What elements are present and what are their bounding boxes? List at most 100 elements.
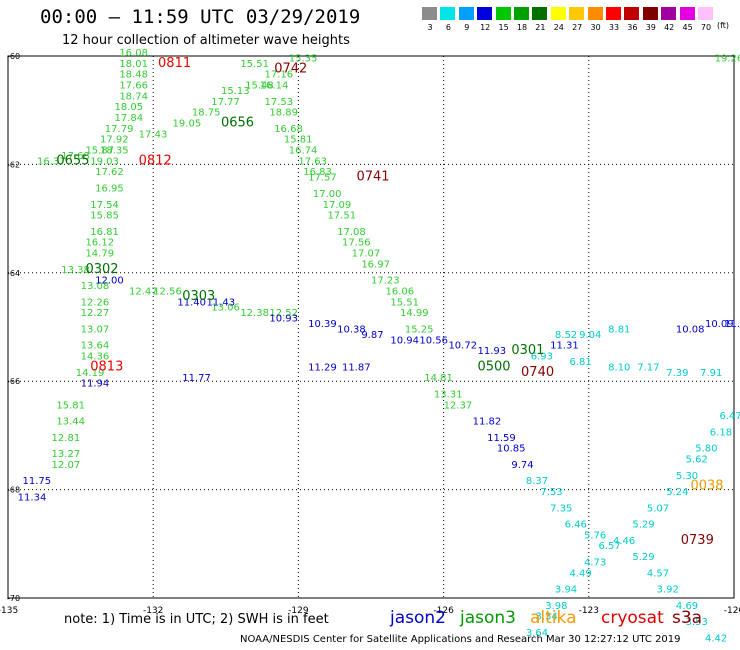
swh-value-jason3: 16.74 bbox=[289, 146, 318, 157]
legend-swatch bbox=[458, 7, 474, 20]
swh-value-jason2: 11.43 bbox=[206, 297, 235, 308]
swh-value-jason3: 16.81 bbox=[90, 227, 119, 238]
swh-value-s3a: 6.81 bbox=[569, 357, 591, 368]
swh-value-jason3: 17.57 bbox=[308, 173, 337, 184]
swh-value-jason3: 16.37 bbox=[37, 156, 66, 167]
swh-value-jason2: 10.56 bbox=[419, 335, 448, 346]
pass-time-label: 0500 bbox=[477, 359, 510, 374]
legend-swatch bbox=[477, 7, 493, 20]
swh-value-s3a: 6.46 bbox=[565, 520, 587, 531]
swh-value-jason3: 12.26 bbox=[81, 297, 110, 308]
legend-swatch bbox=[569, 7, 585, 20]
swh-value-jason3: 13.06 bbox=[211, 303, 240, 314]
legend-swatch bbox=[642, 7, 658, 20]
swh-value-s3a: 4.73 bbox=[584, 557, 606, 568]
pass-time-label: 0303 bbox=[182, 289, 215, 304]
swh-value-s3a: 5.80 bbox=[695, 444, 717, 455]
swh-value-s3a: 8.10 bbox=[608, 362, 630, 373]
swh-value-jason3: 17.77 bbox=[211, 97, 240, 108]
footnote: note: 1) Time is in UTC; 2) SWH is in fe… bbox=[64, 612, 329, 627]
swh-value-jason3: 16.14 bbox=[260, 81, 289, 92]
swh-value-jason3: 17.07 bbox=[352, 249, 381, 260]
chart-subtitle: 12 hour collection of altimeter wave hei… bbox=[62, 33, 350, 48]
swh-value-jason3: 13.64 bbox=[81, 341, 110, 352]
legend-swatch bbox=[679, 7, 695, 20]
swh-value-jason3: 14.36 bbox=[81, 352, 110, 363]
swh-value-s3a: 8.37 bbox=[526, 476, 548, 487]
swh-value-s3a: 3.64 bbox=[526, 628, 548, 639]
swh-value-jason3: 17.92 bbox=[100, 135, 129, 146]
legend-bin-label: 27 bbox=[572, 23, 583, 32]
pass-time-label: 0302 bbox=[85, 262, 118, 277]
y-tick-label: -68 bbox=[7, 486, 20, 495]
swh-value-jason3: 15.48 bbox=[245, 81, 274, 92]
swh-value-jason3: 18.35 bbox=[100, 146, 129, 157]
swh-value-jason2: 11.75 bbox=[23, 476, 52, 487]
pass-time-label: 0742 bbox=[274, 61, 307, 76]
swh-value-jason2: 10.72 bbox=[448, 341, 477, 352]
swh-value-jason3: 13.08 bbox=[81, 281, 110, 292]
swh-value-s3a: 5.29 bbox=[632, 552, 654, 563]
legend-bin-label: 6 bbox=[445, 23, 451, 32]
swh-value-s3a: 4.49 bbox=[569, 568, 591, 579]
swh-value-s3a: 5.30 bbox=[676, 471, 698, 482]
x-tick-label: -126 bbox=[433, 606, 454, 616]
swh-value-jason2: 11.77 bbox=[182, 373, 211, 384]
swh-value-s3a: 5.29 bbox=[632, 520, 654, 531]
swh-value-jason3: 15.51 bbox=[390, 297, 419, 308]
swh-value-jason3: 12.27 bbox=[81, 308, 110, 319]
legend-bin-label: 9 bbox=[464, 23, 470, 32]
swh-value-s3a: 7.39 bbox=[666, 368, 688, 379]
satellite-label-s3a: s3a bbox=[672, 608, 703, 628]
swh-value-s3a: 3.53 bbox=[686, 617, 708, 628]
y-tick-label: -70 bbox=[7, 594, 20, 603]
swh-value-s3a: 4.46 bbox=[613, 536, 635, 547]
swh-value-jason3: 15.13 bbox=[221, 86, 250, 97]
swh-value-jason3: 16.08 bbox=[119, 48, 148, 59]
pass-time-label: 0739 bbox=[681, 533, 714, 548]
swh-value-jason2: 11.40 bbox=[177, 297, 206, 308]
swh-value-jason3: 17.63 bbox=[298, 156, 327, 167]
swh-value-jason3: 13.07 bbox=[81, 324, 110, 335]
swh-value-s3a: 8.81 bbox=[608, 324, 630, 335]
pass-time-label: 0811 bbox=[158, 56, 191, 71]
chart-title: 00:00 – 11:59 UTC 03/29/2019 bbox=[40, 6, 361, 28]
swh-value-jason3: 12.38 bbox=[240, 308, 269, 319]
swh-value-jason3: 17.84 bbox=[114, 113, 143, 124]
swh-value-jason3: 16.12 bbox=[85, 238, 114, 249]
swh-value-jason3: 16.97 bbox=[361, 259, 390, 270]
swh-value-jason2: 10.39 bbox=[308, 319, 337, 330]
swh-value-s3a: 6.93 bbox=[531, 352, 553, 363]
swh-value-s3a: 6.47 bbox=[719, 411, 740, 422]
swh-value-s3a: 4.57 bbox=[647, 568, 669, 579]
swh-value-jason3: 19.26 bbox=[715, 53, 740, 64]
swh-value-jason3: 15.35 bbox=[289, 53, 318, 64]
swh-value-jason3: 16.68 bbox=[274, 124, 303, 135]
swh-value-jason2: 10.94 bbox=[390, 335, 419, 346]
legend-bin-label: 12 bbox=[480, 23, 491, 32]
swh-value-jason3: 16.95 bbox=[95, 184, 124, 195]
legend-bin-label: 42 bbox=[664, 23, 675, 32]
legend-bin-label: 24 bbox=[553, 23, 564, 32]
swh-value-jason3: 16.83 bbox=[303, 167, 332, 178]
swh-value-jason3: 12.37 bbox=[444, 400, 473, 411]
pass-time-label: 0038 bbox=[690, 479, 723, 494]
swh-value-jason3: 16.06 bbox=[386, 286, 415, 297]
swh-value-jason2: 11.82 bbox=[473, 417, 502, 428]
legend-swatch bbox=[495, 7, 511, 20]
swh-value-jason3: 15.51 bbox=[240, 59, 269, 70]
x-tick-label: -129 bbox=[288, 606, 309, 616]
legend-bin-label: 45 bbox=[682, 23, 693, 32]
swh-value-jason3: 12.52 bbox=[269, 308, 298, 319]
x-tick-label: -135 bbox=[0, 606, 18, 616]
legend-bin-label: 30 bbox=[590, 23, 601, 32]
satellite-label-altika: altika bbox=[530, 608, 577, 628]
swh-value-jason3: 15.25 bbox=[405, 324, 434, 335]
swh-value-jason2: 11.87 bbox=[342, 362, 371, 373]
y-tick-label: -62 bbox=[7, 160, 20, 169]
swh-value-s3a: 5.24 bbox=[666, 487, 688, 498]
satellite-label-jason3: jason3 bbox=[460, 608, 516, 628]
swh-value-jason2: 10.93 bbox=[269, 314, 298, 325]
satellite-label-cryosat: cryosat bbox=[601, 608, 664, 628]
